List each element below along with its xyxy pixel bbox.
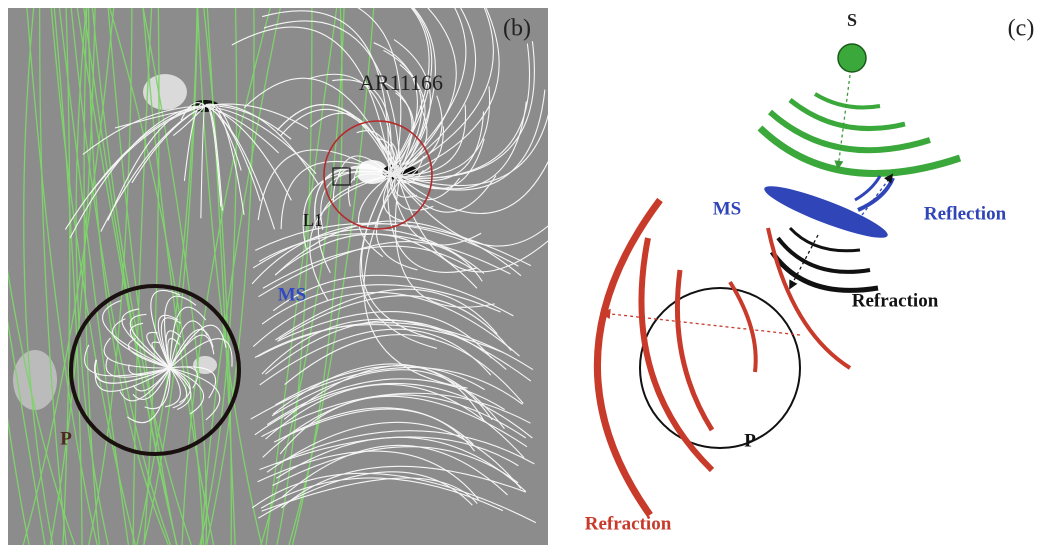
wavefront (677, 270, 712, 430)
panel-label: (b) (503, 16, 531, 42)
ms-label: MS (713, 198, 742, 219)
panel-label: (c) (1008, 16, 1035, 42)
p-circle (640, 288, 800, 448)
p-label: P (60, 428, 72, 449)
source (838, 44, 866, 72)
panel-c (597, 44, 960, 515)
refracted-waves (772, 228, 878, 290)
refracted-ray-far (602, 313, 800, 335)
wavefront (770, 112, 930, 150)
reflection-label: Reflection (924, 203, 1007, 224)
wavefront (855, 176, 880, 200)
refraction-label: Refraction (585, 513, 672, 534)
ar-label: AR11166 (359, 70, 443, 95)
ms-label: MS (278, 284, 307, 305)
incident-ray (838, 75, 850, 168)
panel-b (0, 0, 586, 545)
p-label: P (744, 430, 756, 451)
source-label: S (847, 10, 857, 30)
refraction-label: Refraction (852, 290, 939, 311)
l1-label: L1 (303, 210, 323, 230)
incident-waves (760, 94, 960, 173)
wavefront (815, 94, 880, 108)
wavefront (778, 238, 870, 272)
figure: (b) AR11166 L1 MS P (0, 0, 1049, 549)
